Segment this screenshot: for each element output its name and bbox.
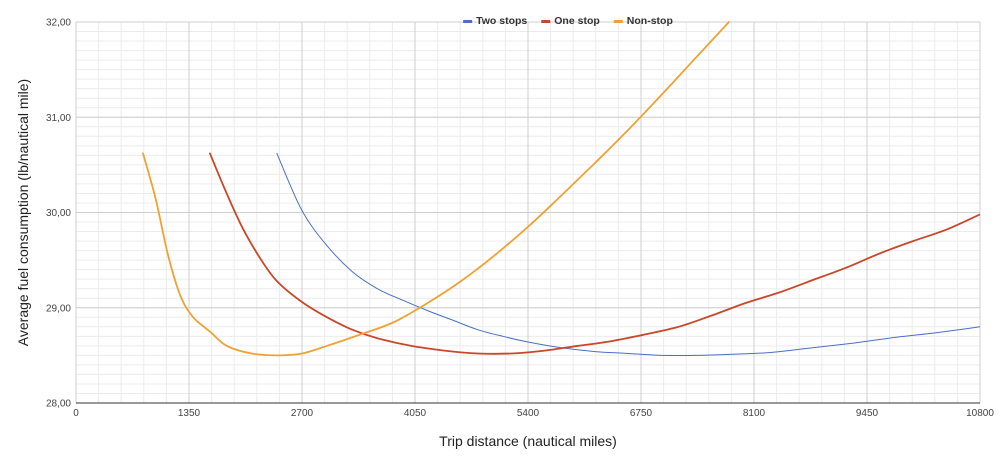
legend-item-non-stop[interactable]: Non-stop (613, 15, 673, 27)
x-tick-label: 4050 (404, 408, 427, 419)
x-tick-label: 8100 (743, 408, 766, 419)
y-tick-label: 32,00 (46, 18, 71, 29)
x-tick-label: 9450 (856, 408, 879, 419)
legend-swatch (463, 20, 473, 23)
legend-item-one-stop[interactable]: One stop (541, 15, 600, 27)
legend-label: Non-stop (627, 15, 673, 27)
series-lines (142, 21, 980, 357)
series-line-one-stop (209, 152, 980, 355)
series-line-non-stop (142, 21, 730, 357)
y-tick-label: 28,00 (46, 399, 71, 410)
x-axis-title: Trip distance (nautical miles) (439, 433, 617, 449)
x-tick-label: 2700 (291, 408, 314, 419)
x-tick-label: 1350 (178, 408, 201, 419)
x-tick-label: 6750 (630, 408, 653, 419)
legend: Two stops One stop Non-stop (463, 15, 673, 27)
y-axis-title: Average fuel consumption (lb/nautical mi… (15, 79, 31, 346)
legend-swatch (541, 20, 551, 23)
legend-item-two-stops[interactable]: Two stops (463, 15, 527, 27)
legend-label: Two stops (476, 15, 527, 27)
axes: 0 1350 2700 4050 5400 6750 8100 9450 10800 28,00 2… (46, 18, 994, 420)
grid (75, 21, 981, 404)
x-tick-label: 5400 (517, 408, 540, 419)
legend-label: One stop (554, 15, 600, 27)
legend-swatch (613, 20, 623, 23)
y-tick-label: 30,00 (46, 208, 71, 219)
y-tick-label: 31,00 (46, 113, 71, 124)
x-tick-label: 10800 (966, 408, 994, 419)
x-tick-label: 0 (73, 408, 79, 419)
y-tick-label: 29,00 (46, 303, 71, 314)
